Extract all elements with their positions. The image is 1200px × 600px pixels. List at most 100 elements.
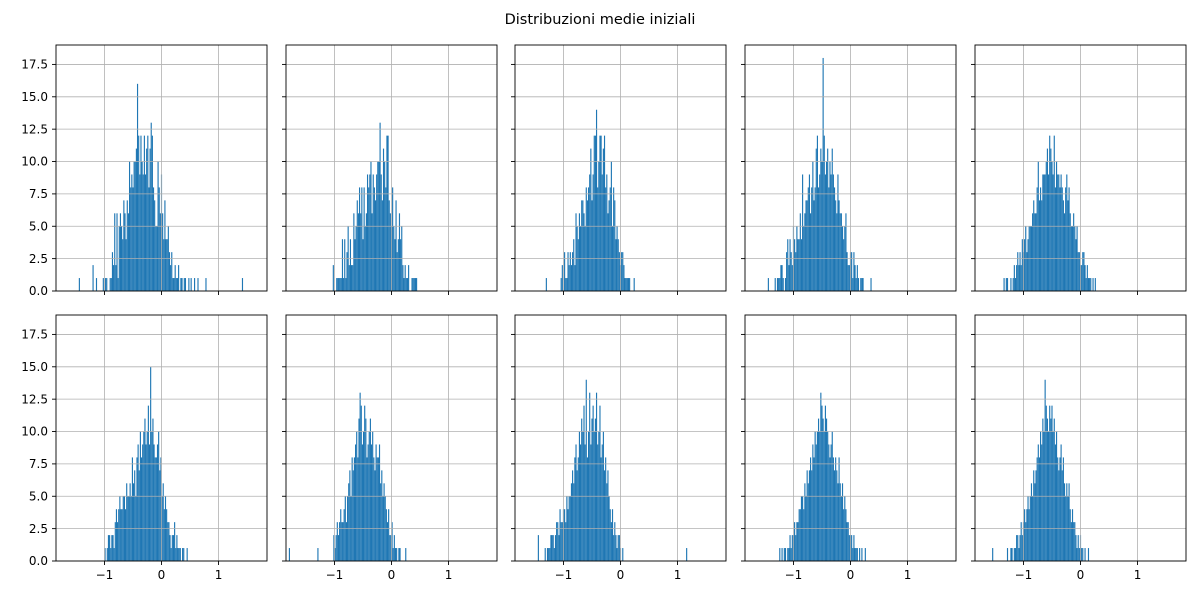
histogram-bar [1038,200,1041,291]
histogram-bar [183,548,185,561]
histogram-bar [837,174,839,291]
histogram-bar [568,265,570,291]
histogram-bar [781,265,783,291]
histogram-bar [860,278,862,291]
histogram-bar [787,239,789,291]
histogram-bar [847,265,849,291]
histogram-bar [781,548,783,561]
histogram-bar [605,187,607,291]
histogram-bar [114,522,116,561]
y-tick-label: 17.5 [21,328,48,342]
histogram-bar [135,148,137,291]
histogram-bar [114,213,116,291]
histogram-bar [802,174,804,291]
x-tick-label: −1 [326,568,344,582]
histogram-bar [603,470,606,561]
histogram-bar [613,535,615,561]
histogram-bar [121,509,123,561]
histogram-bar [402,265,404,291]
histogram-bar [618,535,620,561]
histogram-bar [601,174,603,291]
histogram-bar [799,509,801,561]
histogram-bar [1082,548,1084,561]
histogram-bar [836,470,838,561]
histogram-bar [565,278,567,291]
histogram-bar [597,187,599,291]
histogram-bar [1040,187,1042,291]
histogram-bar [106,278,108,291]
histogram-bar [131,457,133,561]
histogram-bar [1036,187,1038,291]
histogram-bar [176,278,179,291]
subplot-1: 0.0 2.5 5.0 7.5 10.0 12.5 15.0 17.5 [21,44,268,298]
histogram-bar [382,148,385,291]
histogram-bar [586,457,588,561]
histogram-bar [590,444,592,561]
histogram-bar [615,535,617,561]
histogram-bar [194,278,196,291]
histogram-bar [404,265,406,291]
histogram-bar [383,483,385,561]
histogram-bar [352,470,354,561]
histogram-bar [825,418,828,561]
histogram-bar [166,509,168,561]
histogram-bar [621,252,623,291]
histogram-bar [179,548,181,561]
histogram-bar [828,444,830,561]
histogram-bar [163,509,165,561]
histogram-bar [120,509,122,561]
histogram-bar [416,278,418,291]
histogram-bar [837,483,839,561]
histogram-bar [394,548,397,561]
histogram-bar [1083,252,1085,291]
histogram-bar [861,278,863,291]
histogram-bar [831,148,833,291]
histogram-bar [853,535,855,561]
histogram-bar [797,239,799,291]
histogram-bar [613,187,615,291]
histogram-bar [854,265,856,291]
histogram-bar [856,265,858,291]
histogram-bar [848,265,850,291]
histogram-bar [349,470,351,561]
histogram-bar [559,509,561,561]
histogram-bar [845,213,847,291]
x-tick-label: 0 [388,568,396,582]
histogram-bar [803,509,805,561]
histogram-bar [827,148,829,291]
histogram-bar [171,535,173,561]
histogram-bar [1016,535,1018,561]
histogram-bar [813,200,815,291]
histogram-bar [822,418,824,561]
histogram-bar [782,278,784,291]
histogram-bar [575,444,577,561]
histogram-bar [624,278,626,291]
histogram-bar [565,522,567,561]
histogram-bar [341,522,343,561]
histogram-bar [1014,548,1017,561]
histogram-bar [1084,548,1086,561]
histogram-bar [1069,213,1071,291]
histogram-bar [833,470,836,561]
histogram-bar [537,535,539,561]
histogram-bar [345,278,347,291]
histogram-bar [1020,265,1022,291]
histogram-bar [190,278,192,291]
histogram-bar [1081,548,1083,561]
histogram-bar [1058,174,1060,291]
x-tick-label: −1 [1015,568,1033,582]
histogram-bar [546,548,549,561]
histogram-bar [584,444,586,561]
histogram-bar [146,148,148,291]
histogram-bar [622,252,624,291]
histogram-bar [1075,535,1077,561]
histogram-bar [180,278,182,291]
histogram-bar [373,187,375,291]
histogram-bar [115,509,118,561]
histogram-bar [817,418,820,561]
histogram-bar [820,392,822,561]
histogram-bar [115,265,117,291]
histogram-bar [343,278,345,291]
histogram-bar [144,174,147,291]
